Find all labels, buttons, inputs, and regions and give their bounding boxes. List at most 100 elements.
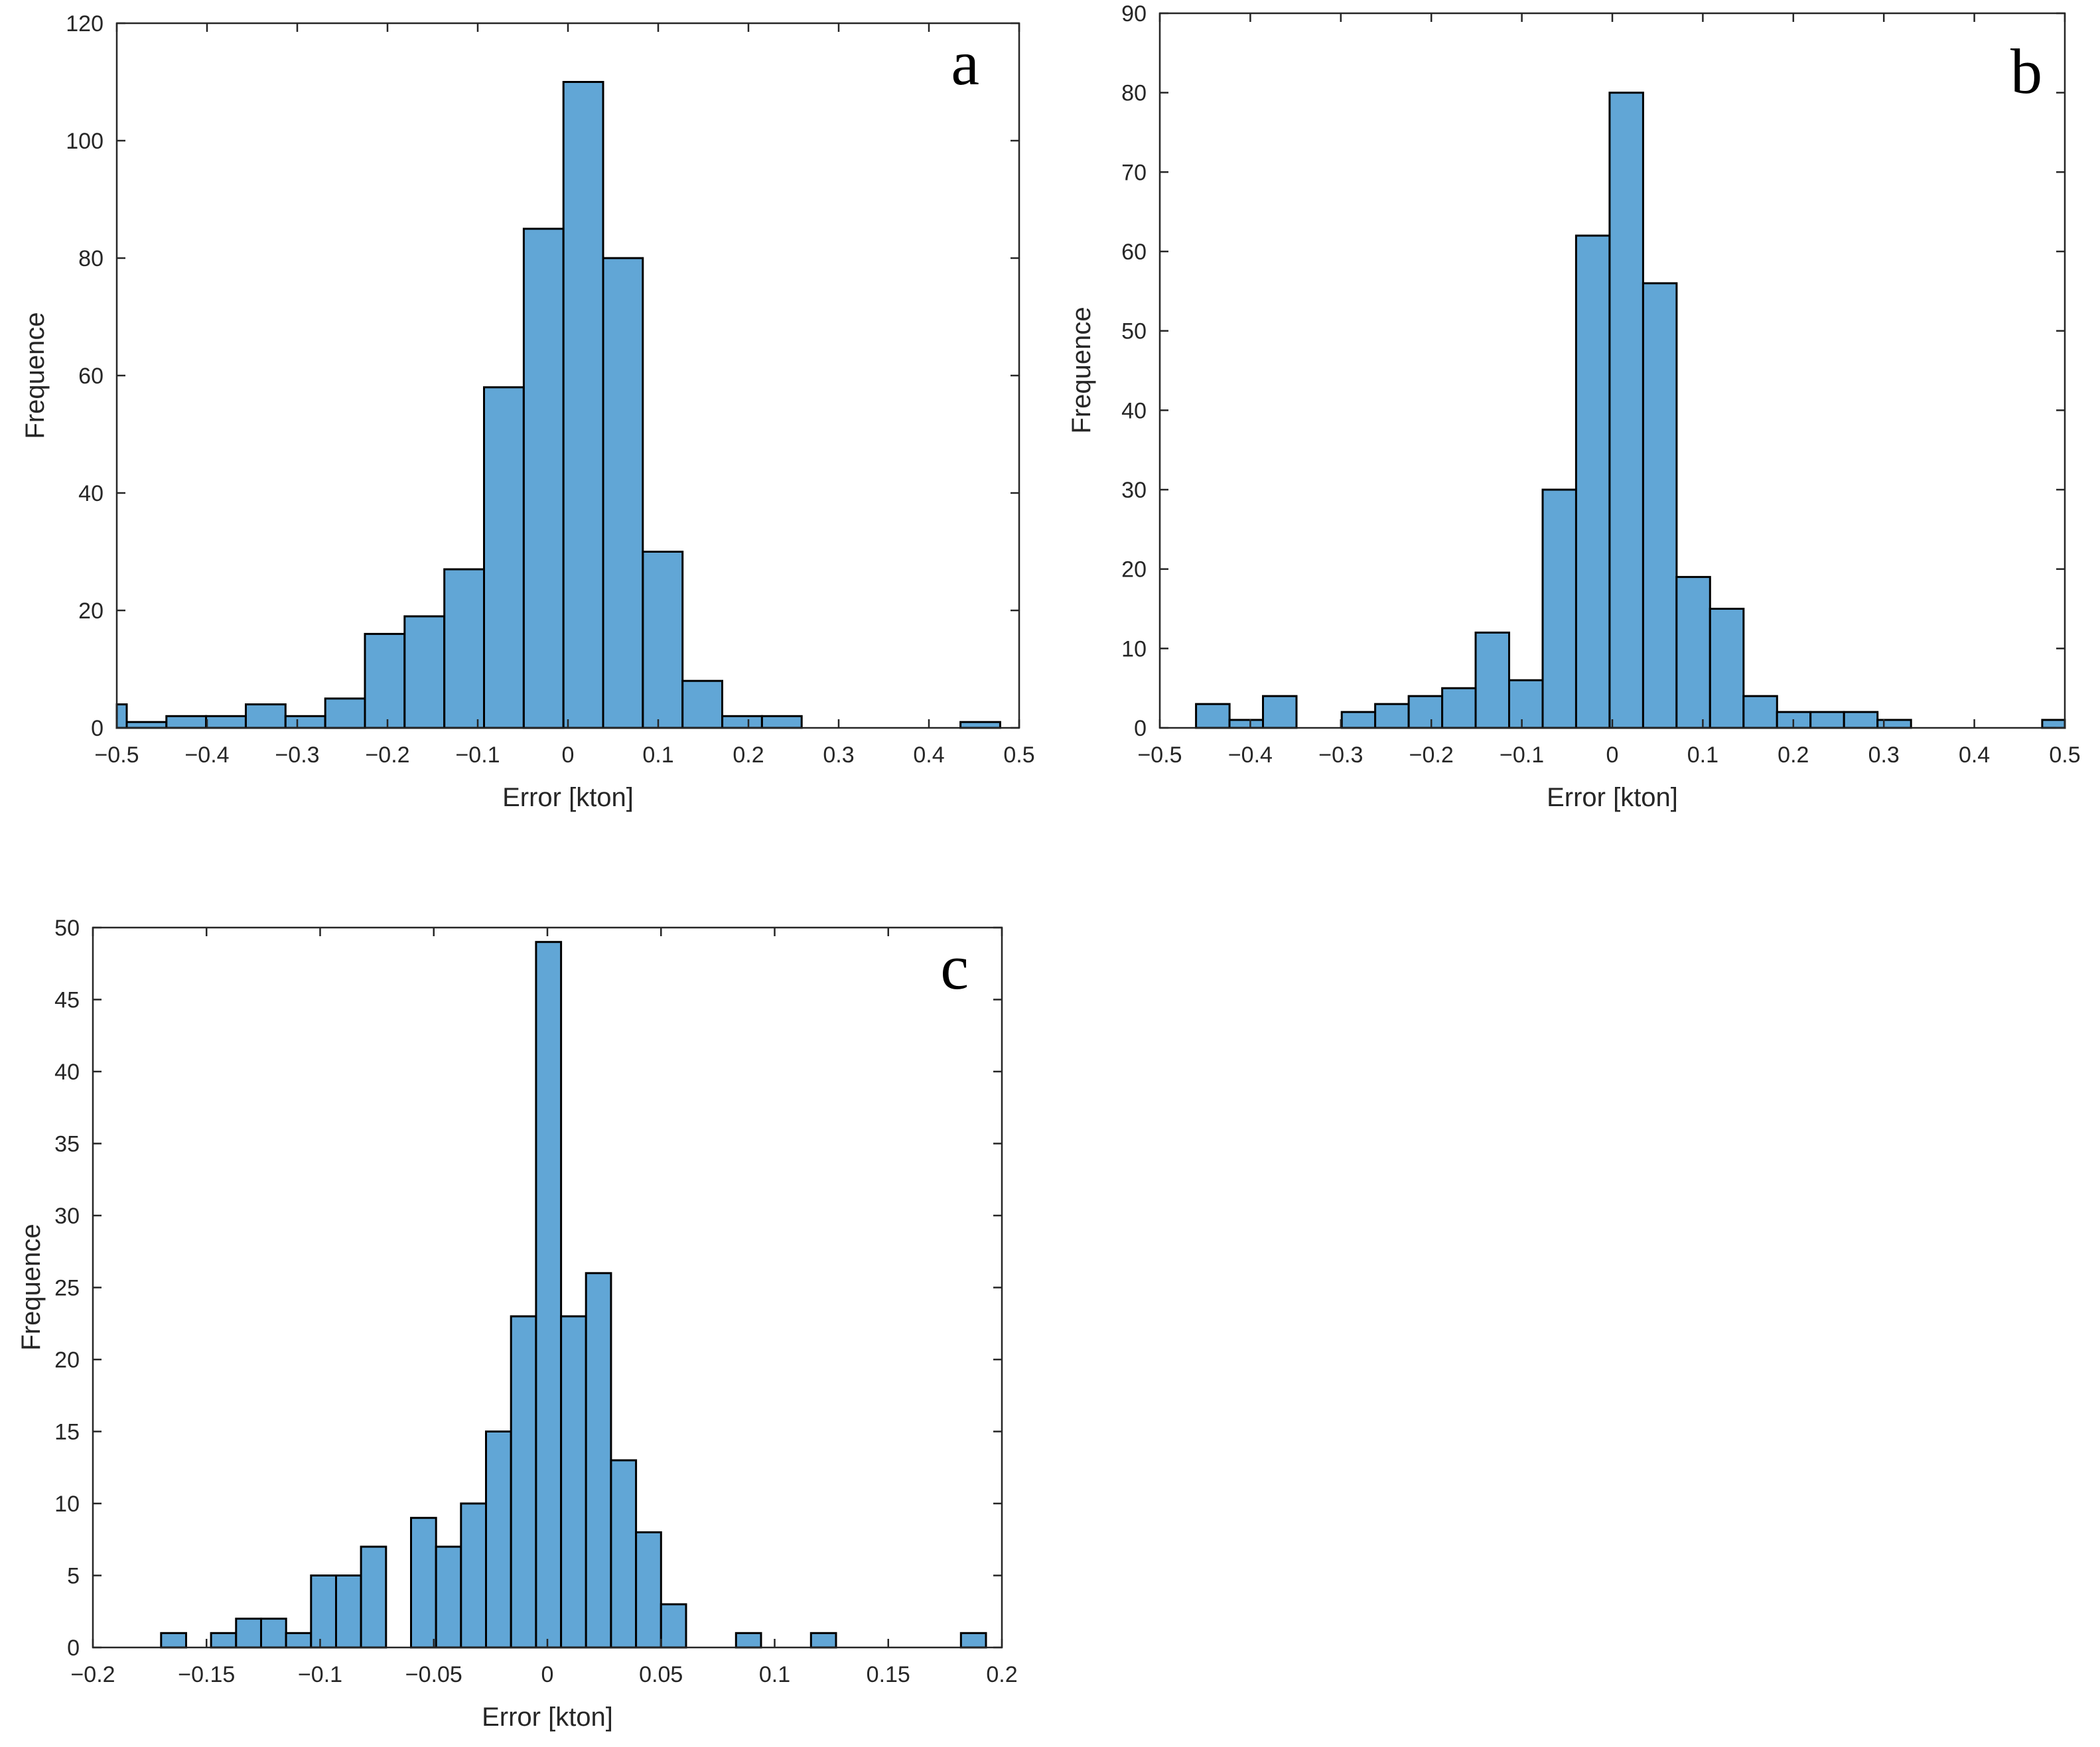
- ytick-label-c-0: 0: [67, 1636, 80, 1661]
- ytick-label-c-3: 15: [54, 1420, 80, 1445]
- xtick-label-a-3: −0.2: [365, 742, 409, 768]
- bar-a-4: [245, 703, 287, 729]
- xtick-label-a-2: −0.3: [275, 742, 319, 768]
- ytick-label-b-3: 30: [1121, 478, 1147, 503]
- xtick-label-c-5: 0.05: [639, 1662, 683, 1687]
- ytick-label-b-2: 20: [1121, 557, 1147, 583]
- histogram-c: −0.2 −0.15 −0.1 −0.05 0 0.05 0.1 0.15 0.2 0 5 10 15 2…: [17, 916, 1018, 1732]
- bar-b-4: [1374, 703, 1410, 729]
- ytick-label-a-4: 80: [78, 246, 104, 271]
- ytick-label-a-0: 0: [91, 716, 104, 741]
- bar-c-14: [560, 1315, 587, 1649]
- ytick-label-c-4: 20: [54, 1348, 80, 1373]
- xtick-label-a-0: −0.5: [94, 742, 139, 768]
- bar-b-3: [1340, 711, 1377, 729]
- ylabel-c: Frequence: [17, 1223, 46, 1350]
- xtick-label-b-7: 0.2: [1778, 742, 1809, 768]
- bar-b-1: [1228, 719, 1264, 729]
- ytick-label-a-3: 60: [78, 364, 104, 389]
- bar-c-21: [959, 1632, 987, 1649]
- xtick-label-c-1: −0.15: [178, 1662, 235, 1687]
- xtick-label-a-4: −0.1: [455, 742, 500, 768]
- bar-a-5: [284, 715, 326, 729]
- ytick-label-a-2: 40: [78, 481, 104, 506]
- ytick-label-c-1: 5: [67, 1564, 80, 1589]
- xtick-label-b-2: −0.3: [1318, 742, 1363, 768]
- bar-a-12: [562, 81, 604, 729]
- ticks-b: −0.5 −0.4 −0.3 −0.2 −0.1 0 0.1 0.2 0.3 0.4 0.5 0 10 2…: [1121, 1, 2080, 768]
- ytick-label-c-8: 40: [54, 1060, 80, 1085]
- ytick-label-c-5: 25: [54, 1276, 80, 1301]
- xlabel-c: Error [kton]: [482, 1703, 613, 1732]
- xtick-label-c-3: −0.05: [405, 1662, 462, 1687]
- xtick-label-a-6: 0.1: [642, 742, 673, 768]
- bar-b-18: [1843, 711, 1879, 729]
- panel-label-c: c: [940, 932, 969, 1003]
- bar-b-0: [1195, 703, 1231, 729]
- xtick-label-b-1: −0.4: [1228, 742, 1273, 768]
- panel-label-a: a: [951, 27, 979, 98]
- xtick-label-c-2: −0.1: [298, 1662, 342, 1687]
- xtick-label-b-5: 0: [1606, 742, 1619, 768]
- ytick-label-c-7: 35: [54, 1132, 80, 1157]
- bar-c-1: [210, 1632, 238, 1649]
- bar-c-2: [235, 1618, 263, 1649]
- bar-c-9: [435, 1545, 462, 1649]
- bar-b-2: [1262, 695, 1298, 729]
- bar-c-20: [809, 1632, 837, 1649]
- xtick-label-b-6: 0.1: [1687, 742, 1718, 768]
- xtick-label-a-10: 0.5: [1003, 742, 1034, 768]
- bar-c-15: [585, 1272, 612, 1649]
- bar-c-16: [610, 1459, 638, 1649]
- bar-a-16: [721, 715, 763, 729]
- bar-a-9: [443, 568, 486, 729]
- ytick-label-b-9: 90: [1121, 1, 1147, 27]
- bar-c-6: [335, 1574, 362, 1649]
- bar-b-8: [1508, 679, 1544, 729]
- bar-a-11: [522, 228, 565, 729]
- bar-b-12: [1642, 282, 1678, 729]
- bar-c-3: [260, 1618, 287, 1649]
- bar-c-18: [660, 1603, 687, 1649]
- ytick-label-b-6: 60: [1121, 240, 1147, 265]
- bar-b-11: [1608, 92, 1644, 729]
- xtick-label-c-6: 0.1: [759, 1662, 790, 1687]
- panel-label-b: b: [2010, 36, 2042, 107]
- bar-a-18: [959, 721, 1001, 729]
- xlabel-b: Error [kton]: [1547, 783, 1678, 812]
- ticks-a: −0.5 −0.4 −0.3 −0.2 −0.1 0 0.1 0.2 0.3 0.4 0.5 0 20 4…: [66, 11, 1034, 768]
- ytick-label-a-6: 120: [66, 11, 104, 36]
- xtick-label-a-9: 0.4: [913, 742, 944, 768]
- histogram-a: −0.5 −0.4 −0.3 −0.2 −0.1 0 0.1 0.2 0.3 0.4 0.5 0 20 4…: [21, 11, 1035, 812]
- ytick-label-b-4: 40: [1121, 398, 1147, 423]
- bar-a-0: [115, 703, 128, 729]
- bar-c-19: [735, 1632, 762, 1649]
- bar-a-8: [403, 615, 446, 729]
- bar-a-6: [324, 697, 366, 729]
- bar-b-6: [1441, 687, 1477, 729]
- xtick-label-b-8: 0.3: [1868, 742, 1900, 768]
- bar-c-17: [635, 1531, 662, 1649]
- bar-b-5: [1407, 695, 1444, 729]
- bars-a: [115, 81, 1001, 729]
- bar-b-20: [2041, 719, 2066, 729]
- ylabel-a: Frequence: [21, 312, 50, 439]
- xtick-label-b-4: −0.1: [1500, 742, 1544, 768]
- bar-a-13: [602, 257, 644, 729]
- xtick-label-c-7: 0.15: [867, 1662, 910, 1687]
- ytick-label-b-8: 80: [1121, 81, 1147, 106]
- xtick-label-b-3: −0.2: [1409, 742, 1454, 768]
- bar-c-7: [360, 1545, 387, 1649]
- bar-a-15: [681, 679, 724, 729]
- ytick-label-b-5: 50: [1121, 319, 1147, 344]
- xtick-label-c-0: −0.2: [70, 1662, 115, 1687]
- xtick-label-c-4: 0: [541, 1662, 554, 1687]
- bar-c-11: [485, 1431, 512, 1649]
- bar-c-5: [310, 1574, 337, 1649]
- xtick-label-a-1: −0.4: [184, 742, 229, 768]
- bars-b: [1195, 92, 2066, 729]
- ytick-label-a-1: 20: [78, 598, 104, 624]
- histogram-b: −0.5 −0.4 −0.3 −0.2 −0.1 0 0.1 0.2 0.3 0.4 0.5 0 10 2…: [1067, 1, 2081, 812]
- ytick-label-c-9: 45: [54, 988, 80, 1013]
